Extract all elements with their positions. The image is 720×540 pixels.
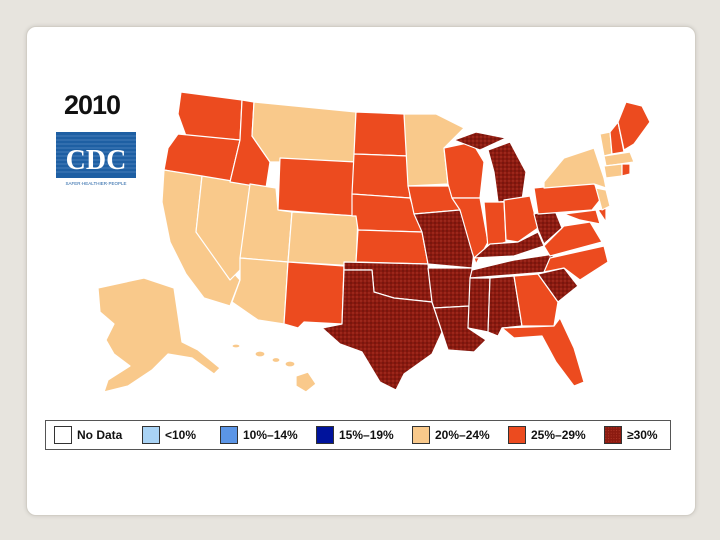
map-year-title: 2010 xyxy=(64,90,121,120)
legend-item-no-data: No Data xyxy=(54,426,142,444)
legend-swatch-25-29 xyxy=(508,426,526,444)
state-ak xyxy=(97,277,221,393)
state-wi xyxy=(443,141,485,199)
state-ar xyxy=(427,267,473,309)
legend-swatch-10-14 xyxy=(220,426,238,444)
state-oh xyxy=(503,195,539,243)
legend-swatch-under-10 xyxy=(142,426,160,444)
state-mt xyxy=(251,101,357,163)
state-sd xyxy=(351,153,411,199)
state-tx xyxy=(321,269,443,391)
state-md xyxy=(563,209,601,225)
legend-item-20-24: 20%–24% xyxy=(412,426,508,444)
legend-item-under-10: <10% xyxy=(142,426,220,444)
legend-swatch-15-19 xyxy=(316,426,334,444)
state-ky xyxy=(473,231,545,259)
map-legend: No Data <10% 10%–14% 15%–19% 20%–24% 25%… xyxy=(45,420,671,450)
state-me xyxy=(617,101,651,151)
state-nh xyxy=(609,121,625,155)
legend-item-15-19: 15%–19% xyxy=(316,426,412,444)
legend-label-under-10: <10% xyxy=(165,428,197,442)
state-nj xyxy=(595,187,611,211)
state-ct xyxy=(603,163,623,179)
state-mi xyxy=(487,141,527,203)
state-az xyxy=(231,257,289,325)
cdc-logo: CDC SAFER·HEALTHIER·PEOPLE xyxy=(56,132,136,188)
state-nd xyxy=(353,111,409,157)
legend-item-10-14: 10%–14% xyxy=(220,426,316,444)
legend-label-no-data: No Data xyxy=(77,428,123,442)
state-in xyxy=(483,201,507,249)
legend-swatch-20-24 xyxy=(412,426,430,444)
state-ri xyxy=(621,163,631,177)
state-ms xyxy=(467,277,491,333)
state-mi-up xyxy=(453,131,507,151)
state-il xyxy=(451,197,489,265)
state-ks xyxy=(355,229,429,265)
state-ny xyxy=(543,147,607,189)
state-wa xyxy=(177,92,243,141)
legend-label-10-14: 10%–14% xyxy=(243,428,298,442)
state-co xyxy=(287,211,359,267)
state-ma xyxy=(603,151,635,167)
state-wy xyxy=(277,157,357,217)
legend-item-25-29: 25%–29% xyxy=(508,426,604,444)
state-nc xyxy=(543,245,609,281)
cdc-logo-text: CDC xyxy=(66,145,127,176)
legend-label-30-plus: ≥30% xyxy=(627,428,658,442)
state-hi xyxy=(231,343,317,393)
legend-swatch-no-data xyxy=(54,426,72,444)
us-obesity-map xyxy=(97,92,651,393)
legend-item-30-plus: ≥30% xyxy=(604,426,666,444)
legend-label-25-29: 25%–29% xyxy=(531,428,586,442)
legend-label-20-24: 20%–24% xyxy=(435,428,490,442)
legend-label-15-19: 15%–19% xyxy=(339,428,394,442)
legend-swatch-30-plus xyxy=(604,426,622,444)
state-fl xyxy=(501,317,585,387)
state-nm xyxy=(283,261,345,329)
cdc-logo-tagline: SAFER·HEALTHIER·PEOPLE xyxy=(66,181,127,186)
